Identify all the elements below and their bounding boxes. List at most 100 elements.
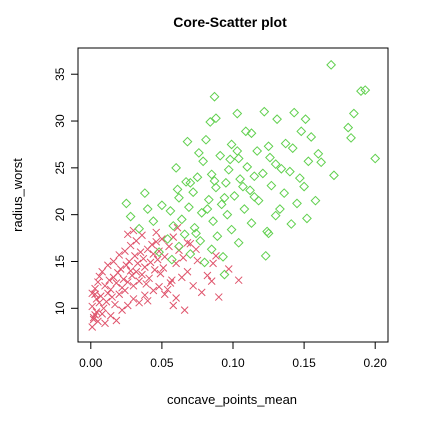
y-axis-label: radius_worst bbox=[10, 158, 25, 232]
point-diamond bbox=[329, 170, 339, 181]
point-diamond bbox=[166, 254, 177, 265]
point-cross bbox=[152, 237, 161, 246]
point-diamond bbox=[215, 150, 226, 161]
point-diamond bbox=[220, 177, 231, 188]
point-cross bbox=[131, 252, 139, 260]
point-diamond bbox=[276, 163, 287, 174]
point-cross bbox=[132, 267, 141, 276]
point-diamond bbox=[356, 86, 366, 96]
point-cross bbox=[183, 238, 192, 247]
point-cross bbox=[106, 311, 115, 320]
point-cross bbox=[138, 270, 146, 279]
point-cross bbox=[133, 259, 142, 268]
point-diamond bbox=[303, 156, 314, 167]
x-axis: 0.00 0.05 0.10 0.15 0.20 bbox=[79, 341, 388, 370]
point-cross bbox=[136, 248, 145, 256]
point-cross bbox=[156, 269, 165, 278]
point-diamond bbox=[185, 249, 196, 259]
point-diamond bbox=[206, 169, 217, 180]
x-tick-label: 0.20 bbox=[364, 356, 388, 370]
point-cross bbox=[104, 261, 112, 270]
point-diamond bbox=[286, 219, 297, 229]
point-cross bbox=[106, 285, 115, 294]
point-cross bbox=[98, 310, 107, 318]
point-cross bbox=[95, 298, 104, 307]
data-points bbox=[88, 59, 381, 331]
point-cross bbox=[203, 271, 212, 280]
point-diamond bbox=[249, 191, 260, 202]
point-diamond bbox=[181, 176, 191, 187]
point-cross bbox=[111, 300, 119, 309]
point-diamond bbox=[216, 199, 227, 210]
point-cross bbox=[139, 254, 148, 263]
point-diamond bbox=[195, 235, 206, 246]
point-diamond bbox=[168, 220, 179, 231]
point-diamond bbox=[205, 117, 216, 127]
point-cross bbox=[140, 291, 149, 300]
point-cross bbox=[172, 294, 180, 302]
point-diamond bbox=[208, 216, 218, 227]
point-diamond bbox=[193, 147, 204, 158]
point-cross bbox=[172, 259, 180, 268]
point-diamond bbox=[174, 241, 184, 252]
point-diamond bbox=[206, 244, 217, 255]
point-diamond bbox=[343, 122, 354, 133]
point-cross bbox=[91, 284, 99, 293]
point-cross bbox=[145, 274, 153, 283]
point-cross bbox=[150, 266, 159, 274]
point-diamond bbox=[259, 106, 270, 117]
point-diamond bbox=[211, 182, 221, 193]
point-diamond bbox=[185, 177, 196, 188]
point-cross bbox=[118, 306, 126, 315]
y-tick-label: 10 bbox=[53, 301, 67, 315]
point-cross bbox=[149, 286, 158, 295]
point-diamond bbox=[192, 172, 203, 183]
point-cross bbox=[135, 298, 144, 307]
point-diamond bbox=[294, 173, 305, 184]
series-diamond bbox=[121, 59, 381, 280]
point-diamond bbox=[249, 171, 260, 182]
point-diamond bbox=[191, 228, 201, 239]
y-axis: 10 15 20 25 30 35 bbox=[53, 67, 79, 315]
point-diamond bbox=[272, 114, 282, 125]
point-diamond bbox=[316, 157, 327, 168]
point-diamond bbox=[270, 210, 281, 221]
point-diamond bbox=[203, 194, 214, 205]
point-diamond bbox=[238, 181, 248, 192]
point-diamond bbox=[240, 126, 251, 137]
point-diamond bbox=[313, 148, 324, 159]
point-cross bbox=[126, 241, 135, 250]
point-cross bbox=[88, 302, 97, 311]
point-diamond bbox=[263, 228, 274, 239]
point-cross bbox=[113, 268, 122, 277]
point-cross bbox=[123, 301, 132, 310]
point-diamond bbox=[232, 108, 243, 119]
point-diamond bbox=[209, 91, 220, 102]
point-diamond bbox=[284, 166, 295, 177]
point-diamond bbox=[242, 162, 253, 172]
x-axis-label: concave_points_mean bbox=[167, 392, 297, 407]
point-diamond bbox=[189, 222, 200, 233]
point-cross bbox=[148, 240, 156, 249]
point-diamond bbox=[225, 154, 236, 165]
point-diamond bbox=[121, 198, 132, 209]
point-diamond bbox=[156, 200, 167, 211]
point-cross bbox=[88, 289, 97, 298]
point-diamond bbox=[219, 192, 230, 203]
point-diamond bbox=[198, 156, 209, 167]
point-diamond bbox=[233, 237, 244, 248]
point-cross bbox=[92, 308, 101, 316]
point-diamond bbox=[370, 153, 381, 164]
point-diamond bbox=[209, 176, 220, 186]
point-cross bbox=[169, 301, 178, 310]
point-cross bbox=[146, 258, 155, 267]
point-diamond bbox=[253, 195, 264, 206]
point-diamond bbox=[184, 202, 194, 213]
y-tick-label: 30 bbox=[53, 114, 67, 128]
point-diamond bbox=[299, 181, 310, 192]
x-tick-label: 0.10 bbox=[221, 356, 245, 370]
point-diamond bbox=[263, 141, 274, 152]
point-cross bbox=[101, 319, 109, 328]
point-diamond bbox=[172, 184, 183, 195]
point-cross bbox=[135, 277, 144, 285]
